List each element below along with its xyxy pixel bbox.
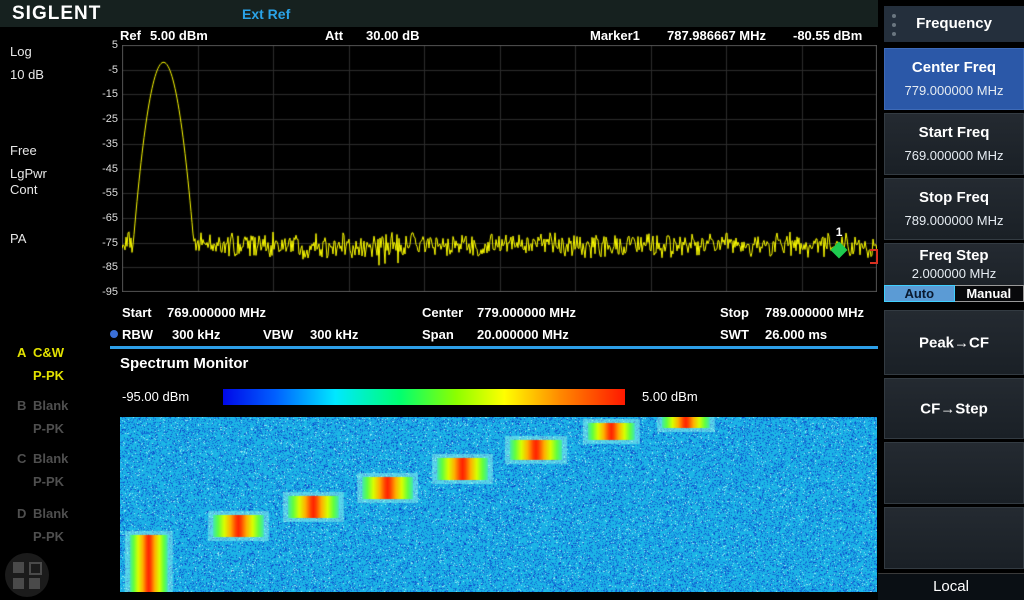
y-axis-label: -15 bbox=[88, 88, 118, 100]
grid-square-icon bbox=[13, 578, 24, 589]
trace-b-id: B bbox=[17, 398, 26, 413]
center-freq-button-label: Center Freq bbox=[885, 59, 1023, 76]
stop-freq-value: 789.000000 MHz bbox=[765, 305, 864, 320]
span-value: 20.000000 MHz bbox=[477, 327, 569, 342]
vbw-label: VBW bbox=[263, 327, 293, 342]
rbw-label: RBW bbox=[122, 327, 153, 342]
vbw-value: 300 kHz bbox=[310, 327, 358, 342]
drag-dot-icon bbox=[892, 32, 896, 36]
start-freq-value: 769.000000 MHz bbox=[167, 305, 266, 320]
blank-softkey-1 bbox=[884, 442, 1024, 504]
spectrum-trace-canvas bbox=[122, 45, 877, 292]
freq-step-mode-toggle: Auto Manual bbox=[884, 285, 1024, 302]
menu-title: Frequency bbox=[884, 15, 1024, 32]
y-axis-label: 5 bbox=[88, 39, 118, 51]
rbw-value: 300 kHz bbox=[172, 327, 220, 342]
att-value: 30.00 dB bbox=[366, 28, 419, 43]
y-axis-label: -65 bbox=[88, 212, 118, 224]
stop-freq-button-value: 789.000000 MHz bbox=[885, 213, 1023, 228]
center-freq-button-value: 779.000000 MHz bbox=[885, 83, 1023, 98]
trace-c-detector: P-PK bbox=[33, 474, 64, 489]
marker-freq: 787.986667 MHz bbox=[667, 28, 766, 43]
center-freq-value: 779.000000 MHz bbox=[477, 305, 576, 320]
amplitude-colorbar bbox=[223, 389, 625, 405]
freq-step-button-value: 2.000000 MHz bbox=[885, 266, 1023, 281]
rbw-coupled-dot-icon bbox=[110, 330, 118, 338]
amp-scale-type-label: Log bbox=[10, 44, 32, 59]
span-label: Span bbox=[422, 327, 454, 342]
grid-square-icon bbox=[29, 578, 40, 589]
trace-d-id: D bbox=[17, 506, 26, 521]
trace-end-mark-icon bbox=[870, 249, 878, 264]
cf-to-step-label: CF→Step bbox=[885, 400, 1023, 417]
y-axis-label: -95 bbox=[88, 286, 118, 298]
colorbar-max-label: 5.00 dBm bbox=[642, 389, 698, 404]
section-separator bbox=[110, 346, 878, 349]
colorbar-min-label: -95.00 dBm bbox=[122, 389, 189, 404]
marker-label: Marker1 bbox=[590, 28, 640, 43]
freq-step-button-label: Freq Step bbox=[885, 247, 1023, 264]
blank-softkey-2 bbox=[884, 507, 1024, 569]
trace-a-id: A bbox=[17, 345, 26, 360]
trace-a-detector: P-PK bbox=[33, 368, 64, 383]
preamp-label: PA bbox=[10, 231, 26, 246]
peak-to-cf-button[interactable]: Peak→CF bbox=[884, 310, 1024, 375]
trace-b-detector: P-PK bbox=[33, 421, 64, 436]
start-freq-label: Start bbox=[122, 305, 152, 320]
y-axis-label: -55 bbox=[88, 187, 118, 199]
freq-step-auto-option[interactable]: Auto bbox=[884, 285, 955, 302]
grid-square-icon bbox=[13, 562, 24, 573]
att-label: Att bbox=[325, 28, 343, 43]
home-grid-button[interactable] bbox=[5, 553, 49, 597]
ext-ref-status: Ext Ref bbox=[242, 6, 290, 22]
peak-to-cf-label: Peak→CF bbox=[885, 334, 1023, 351]
analyzer-screen: SIGLENT Ext Ref Log 10 dB Free LgPwr Con… bbox=[0, 0, 1024, 600]
trace-d-detector: P-PK bbox=[33, 529, 64, 544]
stop-freq-button[interactable]: Stop Freq 789.000000 MHz bbox=[884, 178, 1024, 240]
stop-freq-button-label: Stop Freq bbox=[885, 189, 1023, 206]
spectrum-plot bbox=[122, 45, 877, 292]
ref-value: 5.00 dBm bbox=[150, 28, 208, 43]
spectrogram-waterfall bbox=[120, 417, 877, 592]
start-freq-button[interactable]: Start Freq 769.000000 MHz bbox=[884, 113, 1024, 175]
trigger-free-label: Free bbox=[10, 143, 37, 158]
trace-b-mode: Blank bbox=[33, 398, 68, 413]
center-freq-label: Center bbox=[422, 305, 463, 320]
marker1-number: 1 bbox=[836, 225, 843, 239]
siglent-logo: SIGLENT bbox=[12, 3, 101, 25]
y-axis-label: -35 bbox=[88, 138, 118, 150]
swt-value: 26.000 ms bbox=[765, 327, 827, 342]
swt-label: SWT bbox=[720, 327, 749, 342]
trace-c-mode: Blank bbox=[33, 451, 68, 466]
trigger-cont-label: Cont bbox=[10, 182, 37, 197]
amp-scale-div-label: 10 dB bbox=[10, 67, 44, 82]
start-freq-button-label: Start Freq bbox=[885, 124, 1023, 141]
trace-c-id: C bbox=[17, 451, 26, 466]
trace-d-mode: Blank bbox=[33, 506, 68, 521]
top-status-bar: SIGLENT Ext Ref bbox=[0, 0, 878, 27]
softkey-menu: Frequency Center Freq 779.000000 MHz Sta… bbox=[878, 0, 1024, 600]
trigger-lgpwr-label: LgPwr bbox=[10, 166, 47, 181]
local-button[interactable]: Local bbox=[878, 573, 1024, 600]
stop-freq-label: Stop bbox=[720, 305, 749, 320]
y-axis-label: -75 bbox=[88, 237, 118, 249]
trace-a-mode: C&W bbox=[33, 345, 64, 360]
ref-label: Ref bbox=[120, 28, 141, 43]
y-axis-label: -85 bbox=[88, 261, 118, 273]
grid-square-outline-icon bbox=[29, 562, 42, 575]
menu-header[interactable]: Frequency bbox=[884, 6, 1024, 42]
y-axis-label: -45 bbox=[88, 163, 118, 175]
cf-to-step-button[interactable]: CF→Step bbox=[884, 378, 1024, 439]
center-freq-button[interactable]: Center Freq 779.000000 MHz bbox=[884, 48, 1024, 110]
start-freq-button-value: 769.000000 MHz bbox=[885, 148, 1023, 163]
freq-step-manual-option[interactable]: Manual bbox=[955, 285, 1024, 302]
spectrum-monitor-title: Spectrum Monitor bbox=[120, 355, 248, 372]
marker-amp: -80.55 dBm bbox=[793, 28, 862, 43]
y-axis-label: -25 bbox=[88, 113, 118, 125]
y-axis-label: -5 bbox=[88, 64, 118, 76]
